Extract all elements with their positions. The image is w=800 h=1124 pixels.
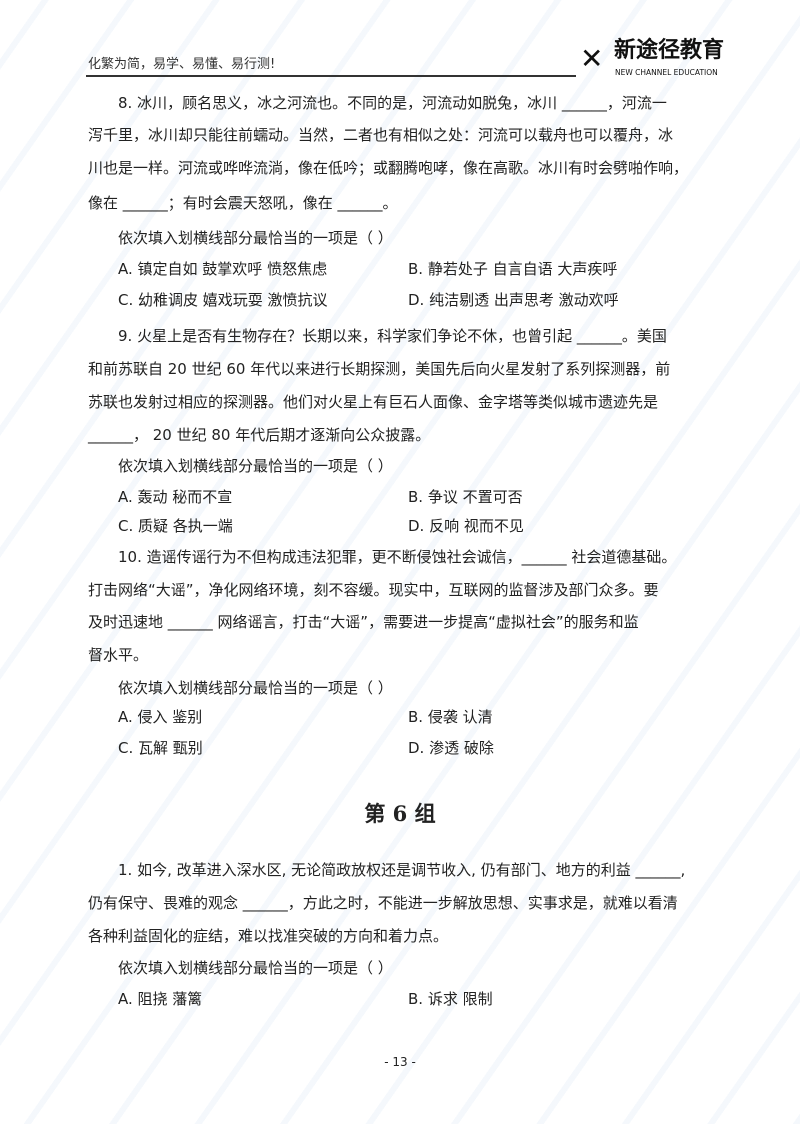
logo-en: NEW CHANNEL EDUCATION [615,68,718,77]
question-text-line: 8. 冰川，顾名思义，冰之河流也。不同的是，河流动如脱兔，冰川 ______，河… [118,94,667,112]
brand-logo: ✕ 新途径教育 NEW CHANNEL EDUCATION [580,38,740,84]
answer-option: A. 轰动 秘而不宣 [118,488,233,506]
question-text-line: 和前苏联自 20 世纪 60 年代以来进行长期探测，美国先后向火星发射了系列探测… [88,360,671,378]
question-text-line: 9. 火星上是否有生物存在？长期以来，科学家们争论不休，也曾引起 ______。… [118,327,667,345]
question-prompt: 依次填入划横线部分最恰当的一项是（ ） [118,959,393,977]
question-text-line: 泻千里，冰川却只能往前蠕动。当然，二者也有相似之处：河流可以载舟也可以覆舟，冰 [88,126,674,144]
question-prompt: 依次填入划横线部分最恰当的一项是（ ） [118,457,393,475]
answer-option: C. 幼稚调皮 嬉戏玩耍 激愤抗议 [118,291,328,309]
question-text-line: 督水平。 [88,646,149,664]
answer-option: A. 镇定自如 鼓掌欢呼 愤怒焦虑 [118,260,328,278]
question-text-line: 10. 造谣传谣行为不但构成违法犯罪，更不断侵蚀社会诚信，______ 社会道德… [118,548,677,566]
answer-option: B. 侵袭 认清 [408,708,493,726]
question-text-line: 打击网络“大谣”，净化网络环境，刻不容缓。现实中，互联网的监督涉及部门众多。要 [88,581,659,599]
header-slogan: 化繁为简，易学、易懂、易行测! [88,57,276,72]
answer-option: C. 质疑 各执一端 [118,517,233,535]
question-text-line: 仍有保守、畏难的观念 ______，方此之时，不能进一步解放思想、实事求是，就难… [88,894,678,912]
answer-option: B. 静若处子 自言自语 大声疾呼 [408,260,618,278]
answer-option: D. 反响 视而不见 [408,517,524,535]
logo-x-icon: ✕ [580,42,604,75]
header-divider [86,75,576,77]
page-number: - 13 - [384,1055,416,1069]
answer-option: D. 纯洁剔透 出声思考 激动欢呼 [408,291,619,309]
question-text-line: ______， 20 世纪 80 年代后期才逐渐向公众披露。 [88,426,431,444]
answer-option: D. 渗透 破除 [408,739,494,757]
question-prompt: 依次填入划横线部分最恰当的一项是（ ） [118,679,393,697]
question-text-line: 像在 ______；有时会震天怒吼，像在 ______。 [88,194,398,212]
question-text-line: 1. 如今, 改革进入深水区, 无论简政放权还是调节收入, 仍有部门、地方的利益… [118,861,686,879]
answer-option: A. 侵入 鉴别 [118,708,203,726]
logo-cn: 新途径教育 [614,38,725,63]
answer-option: B. 诉求 限制 [408,990,493,1008]
question-text-line: 各种利益固化的症结，难以找准突破的方向和着力点。 [88,927,449,945]
question-prompt: 依次填入划横线部分最恰当的一项是（ ） [118,229,393,247]
answer-option: B. 争议 不置可否 [408,488,523,506]
section-title: 第 6 组 [364,801,436,826]
answer-option: C. 瓦解 甄别 [118,739,203,757]
question-text-line: 川也是一样。河流或哗哗流淌，像在低吟；或翻腾咆哮，像在高歌。冰川有时会劈啪作响， [88,159,689,177]
question-text-line: 及时迅速地 ______ 网络谣言，打击“大谣”，需要进一步提高“虚拟社会”的服… [88,613,639,631]
answer-option: A. 阻挠 藩篱 [118,990,203,1008]
question-text-line: 苏联也发射过相应的探测器。他们对火星上有巨石人面像、金字塔等类似城市遗迹先是 [88,393,659,411]
